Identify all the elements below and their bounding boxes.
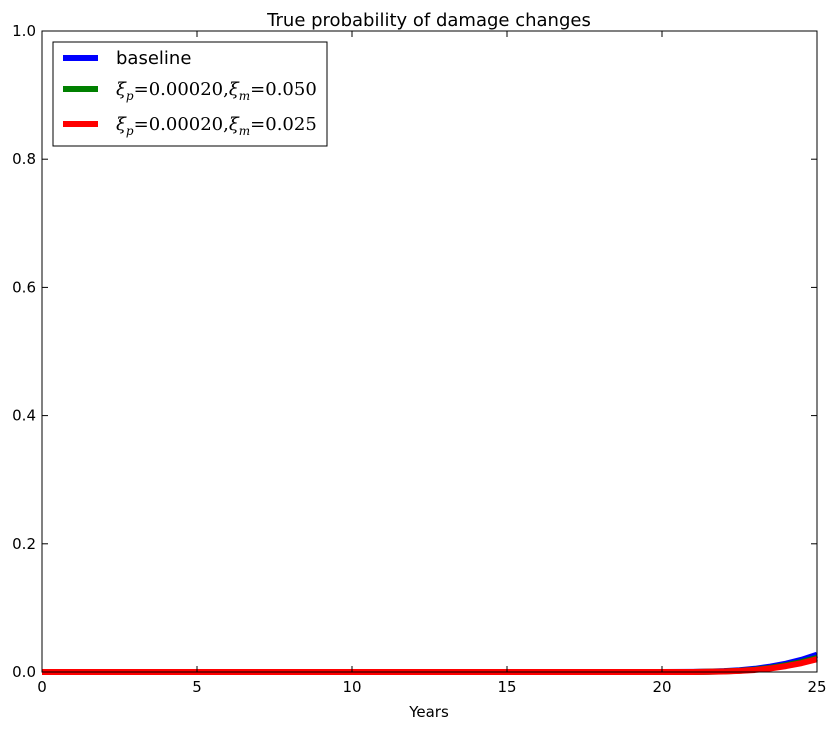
- series-layer: [42, 651, 818, 675]
- legend: baseline ξp=0.00020,ξm=0.050 ξp=0.00020,ξm…: [52, 41, 328, 147]
- y-axis: 0.0 0.2 0.4 0.6 0.8 1.0: [12, 22, 817, 681]
- x-tick-label: 15: [497, 678, 516, 696]
- y-tick-label: 0.6: [12, 278, 36, 296]
- y-tick-label: 0.2: [12, 535, 36, 553]
- x-tick-label: 20: [652, 678, 671, 696]
- chart-title: True probability of damage changes: [266, 10, 591, 31]
- y-tick-label: 0.4: [12, 407, 36, 425]
- legend-label-1: baseline: [116, 48, 191, 69]
- x-axis: 0 5 10 15 20 25: [37, 31, 827, 696]
- y-tick-label: 0.8: [12, 150, 36, 168]
- y-tick-label: 0.0: [12, 663, 36, 681]
- x-tick-label: 0: [37, 678, 47, 696]
- x-axis-label: Years: [408, 703, 449, 721]
- series-line-3: [42, 656, 818, 675]
- legend-frame: [52, 41, 328, 147]
- plot-frame: [41, 30, 818, 673]
- x-tick-label: 5: [192, 678, 202, 696]
- legend-label-3: ξp=0.00020,ξm=0.025: [116, 114, 317, 138]
- legend-label-2: ξp=0.00020,ξm=0.050: [116, 79, 317, 103]
- x-tick-label: 25: [807, 678, 826, 696]
- y-tick-label: 1.0: [12, 22, 36, 40]
- x-tick-label: 10: [342, 678, 361, 696]
